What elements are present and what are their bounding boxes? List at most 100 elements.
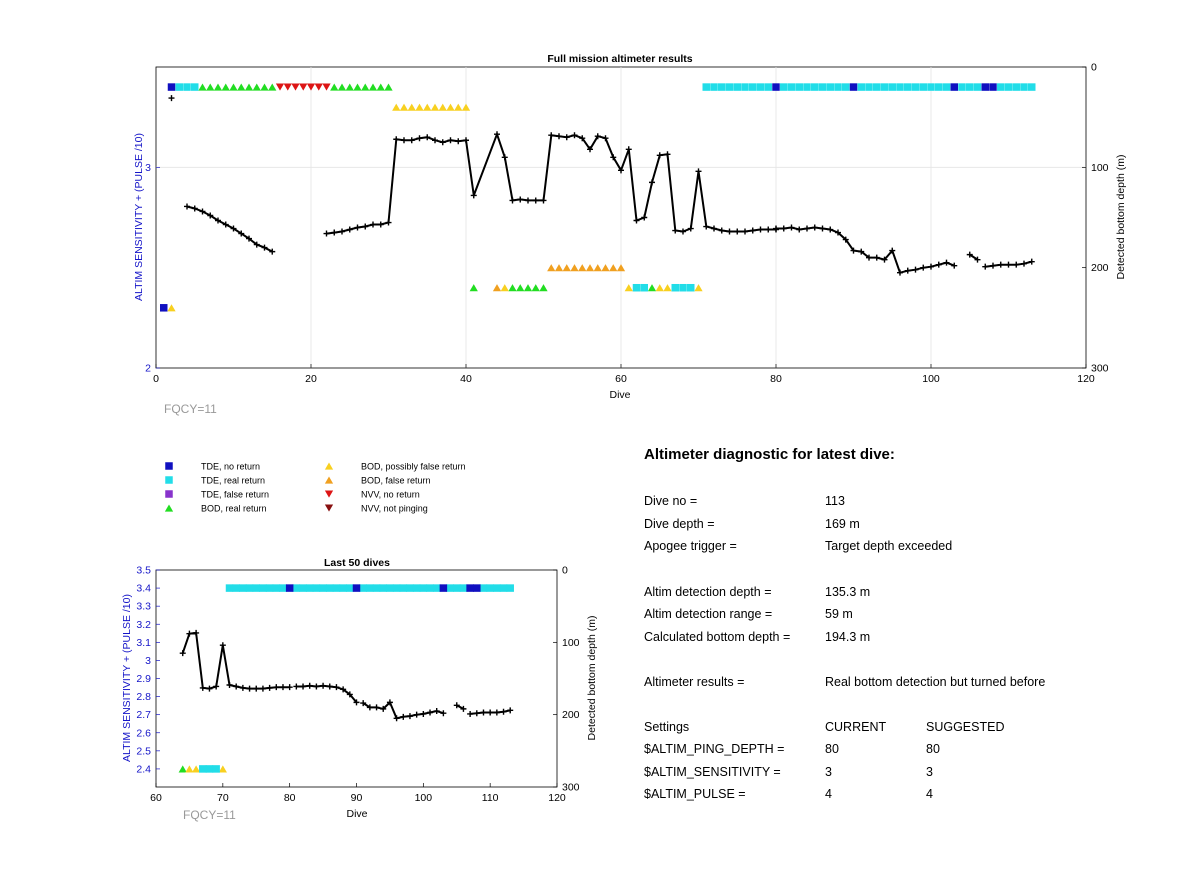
depth-point xyxy=(370,221,376,228)
depth-point xyxy=(819,225,826,232)
bod-real-return-marker xyxy=(198,83,207,91)
legend-label: BOD, false return xyxy=(361,476,431,486)
x-tick-label: 70 xyxy=(217,792,229,804)
bod-real-return-marker xyxy=(244,83,254,91)
left-tick-label: 2 xyxy=(145,363,151,375)
depth-point xyxy=(360,700,367,707)
tde-real-return-marker xyxy=(199,765,207,773)
right-tick-label: 100 xyxy=(1091,162,1109,174)
tde-real-return-marker xyxy=(888,83,896,91)
legend-label: BOD, possibly false return xyxy=(361,462,466,472)
tde-real-return-marker xyxy=(412,584,421,592)
depth-point xyxy=(455,138,462,145)
depth-point xyxy=(331,229,338,236)
tde-real-return-marker xyxy=(212,765,220,773)
depth-point xyxy=(353,699,360,706)
tde-real-return-marker xyxy=(997,83,1005,91)
depth-point xyxy=(904,267,911,274)
bod-possibly-false-marker xyxy=(191,765,201,773)
pulse-suggested: 4 xyxy=(926,787,933,801)
bod-real-return-marker xyxy=(647,284,657,292)
depth-point xyxy=(253,685,260,692)
tde-no-return-marker xyxy=(772,83,780,91)
tde-real-return-marker xyxy=(811,83,819,91)
tde-real-return-marker xyxy=(803,83,811,91)
depth-point xyxy=(246,235,252,242)
bod-real-return-marker xyxy=(213,83,223,91)
depth-point xyxy=(633,217,640,224)
depth-point xyxy=(346,691,353,698)
tde-real-return-marker xyxy=(896,83,904,91)
nvv-no-return-marker xyxy=(275,83,285,91)
bod-false-return-marker xyxy=(609,264,618,272)
depth-point xyxy=(179,650,186,657)
tde-real-return-marker xyxy=(292,584,301,592)
bod-real-return-marker xyxy=(337,83,347,91)
bod-false-return-marker xyxy=(578,264,587,272)
tde-real-return-marker xyxy=(632,283,641,292)
depth-point xyxy=(563,134,570,141)
bottom-markers xyxy=(178,584,514,773)
depth-point xyxy=(238,230,245,237)
left-tick-label: 2.8 xyxy=(136,691,151,703)
tde-real-return-marker xyxy=(232,584,240,592)
depth-point xyxy=(1021,260,1027,267)
x-tick-label: 40 xyxy=(460,373,472,385)
tde-real-return-marker xyxy=(366,584,374,592)
depth-point xyxy=(366,704,373,711)
tde-real-return-marker xyxy=(911,83,920,91)
tde-real-return-marker xyxy=(741,83,749,91)
depth-point xyxy=(897,269,903,276)
calculated-depth-value: 194.3 m xyxy=(825,630,871,644)
x-tick-label: 0 xyxy=(153,373,159,385)
bod-real-return-marker xyxy=(178,765,187,773)
depth-point xyxy=(556,133,562,140)
x-tick-label: 100 xyxy=(415,792,433,804)
legend-label: NVV, not pinging xyxy=(361,504,428,514)
tde-real-return-marker xyxy=(1004,83,1013,91)
depth-point xyxy=(313,683,320,690)
top-ticks: 0 20 40 60 80 100 120 2 3 0 100 200 300 xyxy=(145,62,1109,386)
depth-point xyxy=(641,214,648,221)
depth-point xyxy=(354,224,361,231)
ping-depth-label: $ALTIM_PING_DEPTH = xyxy=(644,742,785,756)
tde-real-return-marker xyxy=(319,584,327,592)
bod-possibly-false-marker xyxy=(446,103,455,111)
left-tick-label: 3.1 xyxy=(136,637,151,649)
bod-real-return-marker xyxy=(345,83,354,91)
depth-point xyxy=(493,709,500,716)
depth-point xyxy=(672,227,679,234)
tde-real-return-marker xyxy=(332,584,341,592)
tde-real-return-marker xyxy=(446,584,454,592)
depth-point xyxy=(393,136,400,143)
apogee-trigger-value: Target depth exceeded xyxy=(825,539,953,553)
depth-point xyxy=(656,152,663,159)
depth-point xyxy=(517,196,524,203)
detection-range-label: Altim detection range = xyxy=(644,607,773,621)
depth-point xyxy=(168,95,175,102)
x-tick-label: 90 xyxy=(351,792,363,804)
depth-line xyxy=(296,684,358,704)
depth-point xyxy=(602,135,609,142)
legend-nvv-not-pinging-marker xyxy=(324,504,334,512)
depth-point xyxy=(239,684,246,691)
depth-point xyxy=(858,248,865,255)
bod-possibly-false-marker xyxy=(454,103,463,111)
tde-real-return-marker xyxy=(259,584,267,592)
x-tick-label: 120 xyxy=(548,792,566,804)
tde-real-return-marker xyxy=(842,83,850,91)
bod-possibly-false-marker xyxy=(185,765,194,773)
bod-false-return-marker xyxy=(547,264,556,272)
tde-real-return-marker xyxy=(312,584,321,592)
depth-point xyxy=(842,236,849,243)
tde-real-return-marker xyxy=(857,83,865,91)
bod-possibly-false-marker xyxy=(407,103,416,111)
tde-real-return-marker xyxy=(406,584,414,592)
depth-point xyxy=(259,685,266,692)
x-tick-label: 20 xyxy=(305,373,317,385)
depth-point xyxy=(385,219,392,226)
bod-possibly-false-marker xyxy=(430,103,440,111)
depth-point xyxy=(222,221,229,228)
current-header: CURRENT xyxy=(825,720,887,734)
depth-point xyxy=(373,704,380,711)
